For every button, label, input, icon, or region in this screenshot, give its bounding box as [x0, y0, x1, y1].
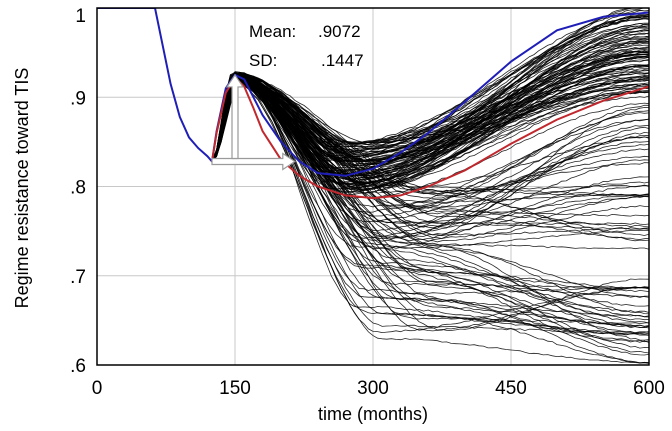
ensemble-run	[211, 78, 649, 356]
ensemble-run	[211, 81, 649, 242]
ensemble-run	[211, 79, 649, 236]
ensemble-run	[211, 74, 649, 228]
y-tick-label: .9	[70, 88, 86, 109]
ensemble-run	[211, 76, 649, 190]
y-tick-label: .7	[70, 267, 86, 288]
ensemble-run	[211, 79, 649, 162]
ensemble-run	[211, 81, 649, 250]
mean-label: Mean:	[249, 22, 296, 41]
y-axis-label: Regime resistance toward TIS	[12, 68, 32, 309]
ensemble-run	[211, 72, 649, 298]
ensemble-run	[211, 74, 649, 318]
ensemble-run	[211, 49, 649, 163]
y-tick-label: .6	[70, 356, 86, 377]
ensemble-run	[211, 73, 649, 177]
ensemble-run	[211, 74, 649, 229]
horizontal-range-arrow	[211, 152, 296, 171]
x-tick-label: 150	[219, 378, 251, 399]
y-tick-label: 1	[75, 6, 86, 27]
y-ticks: .6 .7 .8 .9 1	[70, 6, 86, 377]
ensemble-run	[211, 81, 649, 335]
ensemble-run	[211, 75, 649, 334]
sd-value: .1447	[321, 51, 364, 70]
x-tick-label: 300	[357, 378, 389, 399]
x-tick-label: 0	[92, 378, 103, 399]
sd-label: SD:	[249, 51, 277, 70]
x-axis-label: time (months)	[318, 404, 428, 424]
range-arrows	[211, 73, 296, 171]
ensemble-run	[211, 23, 649, 185]
ensemble-run	[211, 81, 649, 162]
plot-frame	[96, 7, 650, 366]
ensemble-run	[211, 9, 649, 163]
y-tick-label: .8	[70, 178, 86, 199]
ensemble-run	[211, 75, 649, 313]
ensemble-run	[211, 35, 649, 173]
x-tick-label: 600	[633, 378, 665, 399]
ensemble-run	[211, 81, 649, 364]
series-line-blue	[97, 8, 649, 177]
vertical-range-arrow	[225, 73, 245, 160]
ensemble-run	[211, 72, 649, 183]
x-ticks: 0 150 300 450 600	[92, 378, 665, 399]
ensemble-runs	[211, 8, 649, 364]
ensemble-run	[211, 79, 649, 239]
ensemble-run	[211, 78, 649, 327]
ensemble-run	[211, 82, 649, 235]
ensemble-run	[211, 73, 649, 240]
ensemble-run	[211, 8, 634, 186]
mean-value: .9072	[318, 22, 361, 41]
x-tick-label: 450	[495, 378, 527, 399]
ensemble-run	[211, 51, 649, 186]
